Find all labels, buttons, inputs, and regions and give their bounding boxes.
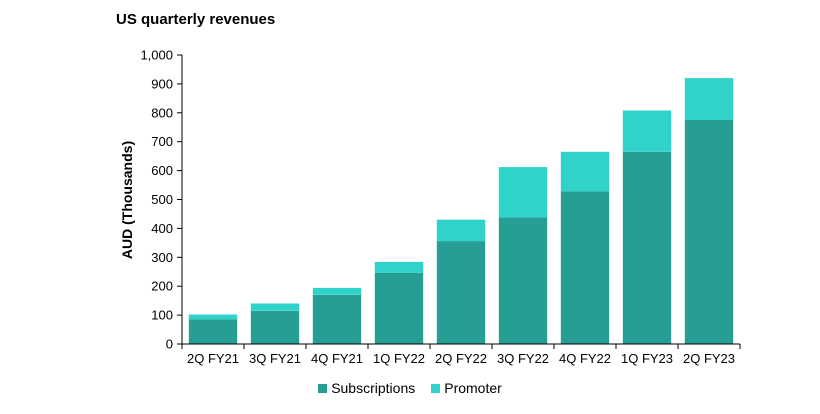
y-tick-label: 400 — [151, 221, 173, 236]
y-axis-label: AUD (Thousands) — [119, 141, 135, 259]
bar-subscriptions-2 — [250, 310, 300, 344]
bar-promoter-4 — [374, 261, 424, 273]
x-tick-label: 4Q FY21 — [311, 351, 363, 366]
bar-promoter-7 — [560, 151, 610, 192]
y-tick-label: 500 — [151, 192, 173, 207]
x-axis: 2Q FY21 3Q FY21 4Q FY21 1Q FY22 2Q FY22 3Q FY… — [181, 343, 741, 366]
bar-promoter-3 — [312, 287, 362, 295]
bar-subscriptions-9 — [684, 120, 734, 344]
y-tick-label: 200 — [151, 279, 173, 294]
bar-promoter-8 — [622, 110, 672, 152]
x-tick-label: 2Q FY23 — [683, 351, 735, 366]
legend-swatch-promoter — [431, 383, 441, 393]
bar-subscriptions-1 — [188, 319, 238, 344]
x-tick-label: 2Q FY22 — [435, 351, 487, 366]
y-tick-label: 600 — [151, 163, 173, 178]
y-tick-label: 300 — [151, 250, 173, 265]
y-tick-label: 0 — [166, 337, 173, 352]
chart-title: US quarterly revenues — [116, 11, 276, 28]
x-tick-label: 1Q FY23 — [621, 351, 673, 366]
y-tick-label: 800 — [151, 105, 173, 120]
x-tick-label: 4Q FY22 — [559, 351, 611, 366]
bar-promoter-2 — [250, 303, 300, 311]
y-tick-label: 700 — [151, 134, 173, 149]
bar-subscriptions-3 — [312, 294, 362, 344]
bar-chart: 0 100 200 300 400 500 600 700 800 900 1,000 2Q FY2… — [119, 48, 741, 366]
legend-swatch-subscriptions — [318, 383, 328, 393]
y-tick-label: 900 — [151, 76, 173, 91]
bar-subscriptions-8 — [622, 151, 672, 344]
x-tick-label: 1Q FY22 — [373, 351, 425, 366]
y-tick-label: 1,000 — [140, 48, 173, 63]
legend-item-promoter: Promoter — [431, 380, 502, 396]
x-tick-label: 3Q FY21 — [249, 351, 301, 366]
legend: Subscriptions Promoter — [0, 380, 820, 396]
bar-subscriptions-4 — [374, 272, 424, 344]
bar-subscriptions-7 — [560, 191, 610, 344]
bar-subscriptions-6 — [498, 217, 548, 344]
legend-item-subscriptions: Subscriptions — [318, 380, 415, 396]
bar-promoter-1 — [188, 314, 238, 320]
bars-group — [188, 78, 734, 344]
y-axis: 0 100 200 300 400 500 600 700 800 900 1,000 — [140, 48, 183, 352]
legend-label-promoter: Promoter — [444, 380, 502, 396]
x-tick-label: 2Q FY21 — [187, 351, 239, 366]
bar-subscriptions-5 — [436, 241, 486, 344]
bar-promoter-9 — [684, 78, 734, 120]
legend-label-subscriptions: Subscriptions — [331, 380, 416, 396]
y-tick-label: 100 — [151, 308, 173, 323]
bar-promoter-5 — [436, 219, 486, 242]
bar-promoter-6 — [498, 167, 548, 218]
x-tick-label: 3Q FY22 — [497, 351, 549, 366]
